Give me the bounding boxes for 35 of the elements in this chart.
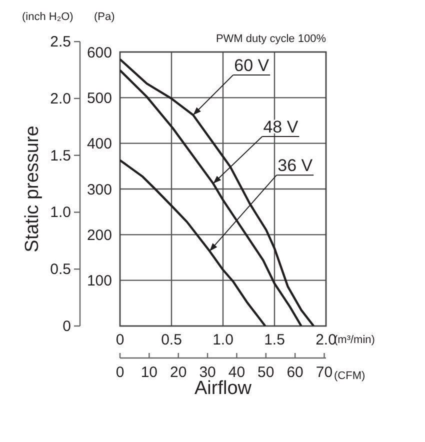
- x2-tick-label: 50: [258, 364, 274, 381]
- y2-tick-label: 2.0: [50, 90, 71, 108]
- x-tick-label: 2.0: [316, 332, 336, 349]
- y2-tick-label: 2.5: [50, 34, 71, 51]
- y2-tick-label: 1.0: [50, 204, 71, 222]
- x2-tick-label: 60: [286, 364, 304, 381]
- x-tick-label: 1.5: [264, 332, 285, 349]
- y2-tick-label: 0.5: [50, 261, 71, 278]
- y2-axis-title: (inch H₂O): [22, 11, 74, 23]
- text: Airflow: [194, 378, 252, 399]
- y-tick-label: 100: [86, 272, 112, 290]
- chart-title: PWM duty cycle 100%: [216, 33, 326, 45]
- x2-tick-label: 70: [316, 364, 333, 381]
- y-axis-title: (Pa): [94, 11, 115, 23]
- line-series: [120, 159, 266, 326]
- y2-tick-label: 1.5: [50, 147, 71, 164]
- y-tick-label: 400: [86, 136, 112, 153]
- x-tick-label: 0.5: [161, 332, 182, 349]
- annotation: 60 V: [234, 56, 270, 76]
- x2-axis-title: (CFM): [334, 370, 366, 382]
- y-tick-label: 600: [86, 44, 112, 62]
- x2-tick-label: 0: [116, 364, 124, 381]
- x-tick-label: 1.0: [212, 332, 234, 349]
- x2-tick-label: 40: [228, 364, 246, 381]
- x2-tick-label: 10: [140, 364, 158, 381]
- x2-tick-label: 20: [170, 364, 187, 381]
- y-tick-label: 300: [86, 181, 112, 198]
- annotation: 36 V: [278, 156, 314, 176]
- y-tick-label: 500: [86, 90, 112, 107]
- text: Static pressure: [22, 126, 43, 252]
- x-tick-label: 0: [116, 332, 124, 349]
- x-axis-title: (m³/min): [334, 334, 375, 346]
- x2-tick-label: 30: [199, 364, 216, 381]
- y-tick-label: 200: [86, 226, 112, 244]
- y2-tick-label: 0: [62, 318, 71, 335]
